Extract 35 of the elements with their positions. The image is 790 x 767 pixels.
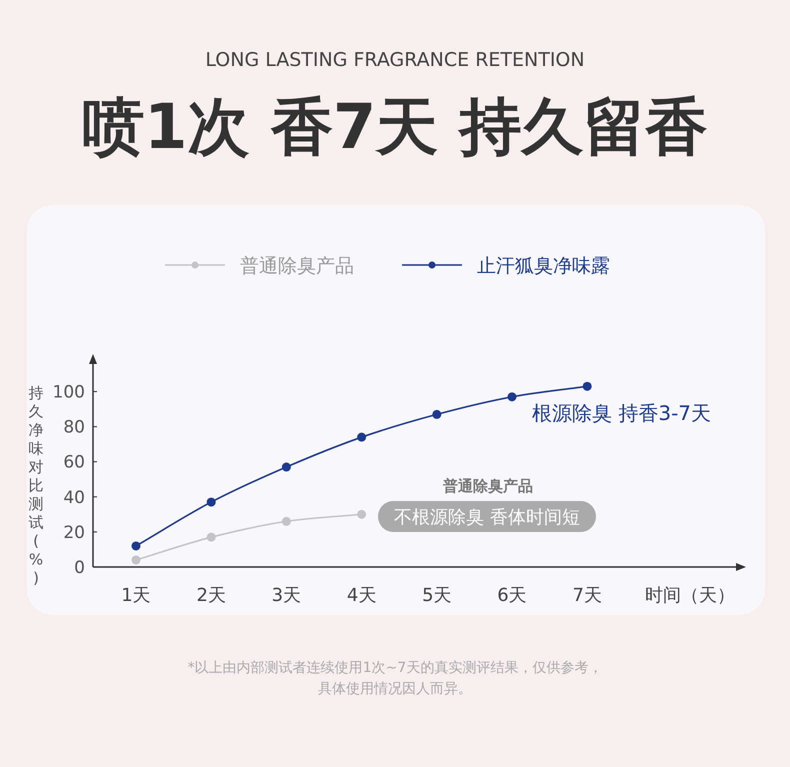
y-tick-label: 20 — [63, 522, 85, 543]
text: 具体使用情况因人而异。 — [318, 681, 472, 697]
point — [357, 510, 366, 519]
point — [206, 498, 216, 507]
annotation: 不根源除臭 香体时间短 — [394, 507, 580, 528]
y-tick-label: 40 — [63, 488, 85, 508]
x-tick-label: 1天 — [121, 585, 151, 606]
y-tick-label: 100 — [52, 382, 85, 403]
chart-subtitle: LONG LASTING FRAGRANCE RETENTION — [205, 49, 585, 71]
x-tick-label: 3天 — [272, 585, 302, 606]
x-tick-label: 7天 — [572, 585, 602, 606]
point — [132, 541, 140, 550]
y-tick-label: 0 — [74, 558, 85, 578]
legend-label: 普通除臭产品 — [240, 255, 354, 277]
point — [282, 516, 291, 526]
point — [357, 432, 366, 442]
x-tick-label: 2天 — [196, 585, 226, 606]
text: 持久净味对比测试(%) — [28, 384, 44, 587]
x-tick-label: 5天 — [422, 585, 452, 606]
annotation: 普通除臭产品 — [442, 477, 533, 495]
x-tick-label: 6天 — [497, 585, 527, 606]
point — [206, 532, 216, 542]
x-tick-label: 4天 — [346, 585, 376, 606]
y-tick-label: 80 — [63, 418, 85, 438]
point — [432, 410, 442, 419]
point — [282, 462, 291, 472]
y-tick-label: 60 — [63, 452, 85, 473]
chart-title: 喷1次 香7天 持久留香 — [82, 90, 708, 163]
text: *以上由内部测试者连续使用1次~7天的真实测评结果，仅供参考， — [188, 660, 602, 676]
x-axis-title: 时间（天） — [645, 585, 735, 606]
point — [508, 392, 516, 402]
annotation: 根源除臭 持香3-7天 — [532, 401, 712, 425]
point — [132, 555, 140, 564]
point — [582, 382, 592, 391]
legend-label: 止汗狐臭净味露 — [477, 255, 610, 277]
